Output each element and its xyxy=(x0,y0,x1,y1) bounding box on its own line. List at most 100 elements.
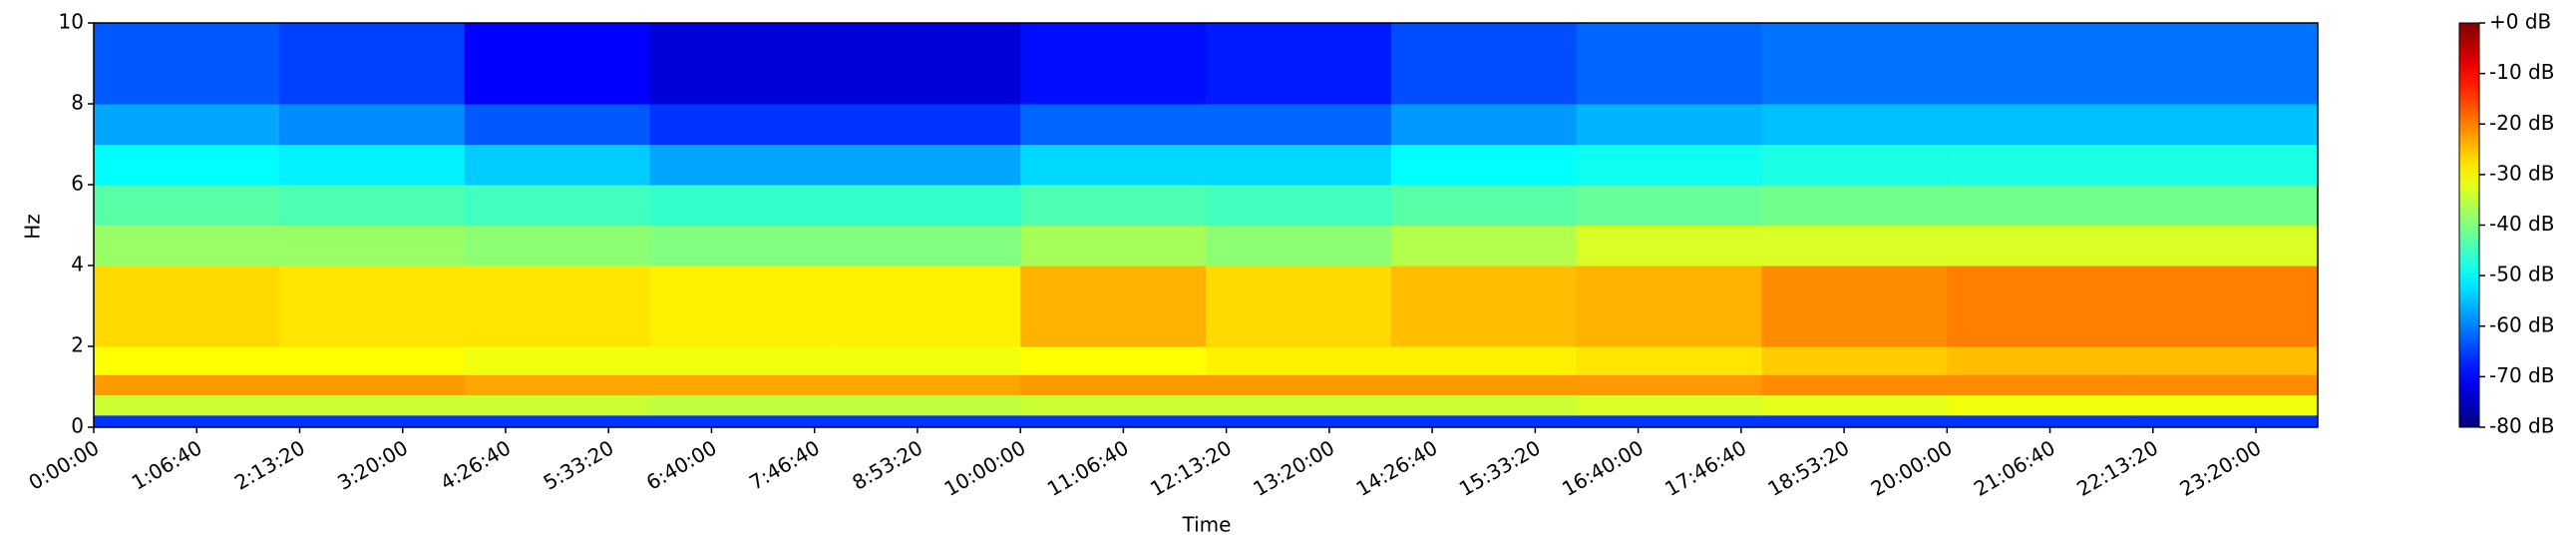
cell xyxy=(94,346,280,375)
cell xyxy=(1206,104,1392,145)
x-tick-label: 13:20:00 xyxy=(1249,435,1338,501)
cell xyxy=(1390,374,1578,396)
x-tick-label: 15:33:20 xyxy=(1455,435,1545,501)
cell xyxy=(1206,266,1392,347)
cell xyxy=(1761,225,1948,267)
cell xyxy=(1390,346,1578,375)
cell xyxy=(1576,266,1762,347)
x-tick-label: 20:00:00 xyxy=(1867,435,1957,501)
colorbar-tick-label: -10 dB xyxy=(2489,60,2554,84)
x-tick-label: 11:06:40 xyxy=(1043,435,1133,501)
cell xyxy=(2132,225,2319,267)
colorbar-tick-label: -40 dB xyxy=(2489,212,2554,236)
cell xyxy=(2132,414,2319,428)
cell xyxy=(1206,414,1392,428)
x-tick-label: 16:40:00 xyxy=(1558,435,1648,501)
cell xyxy=(1206,374,1392,396)
x-tick-label: 22:13:20 xyxy=(2072,435,2162,501)
x-tick-label: 18:53:20 xyxy=(1764,435,1854,501)
cell xyxy=(1206,225,1392,267)
cell xyxy=(278,23,466,105)
cell xyxy=(1761,394,1948,416)
cell xyxy=(835,266,1021,347)
colorbar-tick-label: -20 dB xyxy=(2489,111,2554,135)
cell xyxy=(2132,346,2319,375)
cell xyxy=(94,266,280,347)
cell xyxy=(1020,374,1207,396)
cell xyxy=(1947,23,2133,105)
cell xyxy=(278,414,466,428)
cell xyxy=(835,414,1021,428)
cell xyxy=(1947,346,2133,375)
cell xyxy=(835,225,1021,267)
cell xyxy=(1390,394,1578,416)
cell xyxy=(2132,23,2319,105)
colorbar-tick-label: -60 dB xyxy=(2489,312,2554,336)
x-tick-label: 2:13:20 xyxy=(230,435,309,494)
x-tick-label: 21:06:40 xyxy=(1970,435,2059,501)
cell xyxy=(835,185,1021,226)
cell xyxy=(94,104,280,145)
cell xyxy=(94,414,280,428)
cell xyxy=(1390,266,1578,347)
cell xyxy=(649,266,836,347)
y-tick-label: 0 xyxy=(71,414,84,438)
x-tick-label: 12:13:20 xyxy=(1146,435,1236,501)
x-tick-label: 1:06:40 xyxy=(128,435,206,494)
cell xyxy=(1576,23,1762,105)
cell xyxy=(1947,266,2133,347)
cell xyxy=(1020,414,1207,428)
cell xyxy=(1761,346,1948,375)
x-axis-label: Time xyxy=(1182,513,1232,537)
cell xyxy=(835,144,1021,186)
cell xyxy=(1020,144,1207,186)
cell xyxy=(1947,414,2133,428)
cell xyxy=(2132,104,2319,145)
cell xyxy=(1761,185,1948,226)
x-tick-label: 7:46:40 xyxy=(745,435,824,494)
cell xyxy=(464,374,650,396)
x-tick-label: 0:00:00 xyxy=(24,435,103,494)
cell xyxy=(464,414,650,428)
cell xyxy=(278,225,466,267)
y-axis-label: Hz xyxy=(21,214,45,240)
cell xyxy=(2132,374,2319,396)
x-tick-label: 14:26:40 xyxy=(1352,435,1442,501)
cell xyxy=(464,346,650,375)
y-tick-label: 8 xyxy=(71,91,84,115)
cell xyxy=(278,394,466,416)
plot-frame xyxy=(93,22,2319,428)
cell xyxy=(1576,374,1762,396)
cell xyxy=(94,225,280,267)
cell xyxy=(1206,394,1392,416)
cell xyxy=(1947,374,2133,396)
cell xyxy=(1390,23,1578,105)
y-tick-label: 10 xyxy=(59,10,84,34)
cell xyxy=(1761,23,1948,105)
colorbar-tick-label: +0 dB xyxy=(2489,10,2551,34)
x-tick-label: 23:20:00 xyxy=(2176,435,2266,501)
cell xyxy=(1390,144,1578,186)
cell xyxy=(464,266,650,347)
cell xyxy=(1947,104,2133,145)
cell xyxy=(649,414,836,428)
cell xyxy=(1576,185,1762,226)
colorbar xyxy=(2458,22,2480,428)
cell xyxy=(835,346,1021,375)
colorbar-tick-label: -50 dB xyxy=(2489,263,2554,286)
cell xyxy=(1206,144,1392,186)
cell xyxy=(835,104,1021,145)
cell xyxy=(1947,225,2133,267)
cell xyxy=(649,144,836,186)
cell xyxy=(1947,185,2133,226)
cell xyxy=(2132,185,2319,226)
cell xyxy=(1020,23,1207,105)
cell xyxy=(1206,23,1392,105)
x-tick-label: 17:46:40 xyxy=(1660,435,1750,501)
cell xyxy=(649,104,836,145)
cell xyxy=(1576,144,1762,186)
y-tick-label: 4 xyxy=(71,253,84,276)
cell xyxy=(1576,414,1762,428)
cell xyxy=(649,23,836,105)
